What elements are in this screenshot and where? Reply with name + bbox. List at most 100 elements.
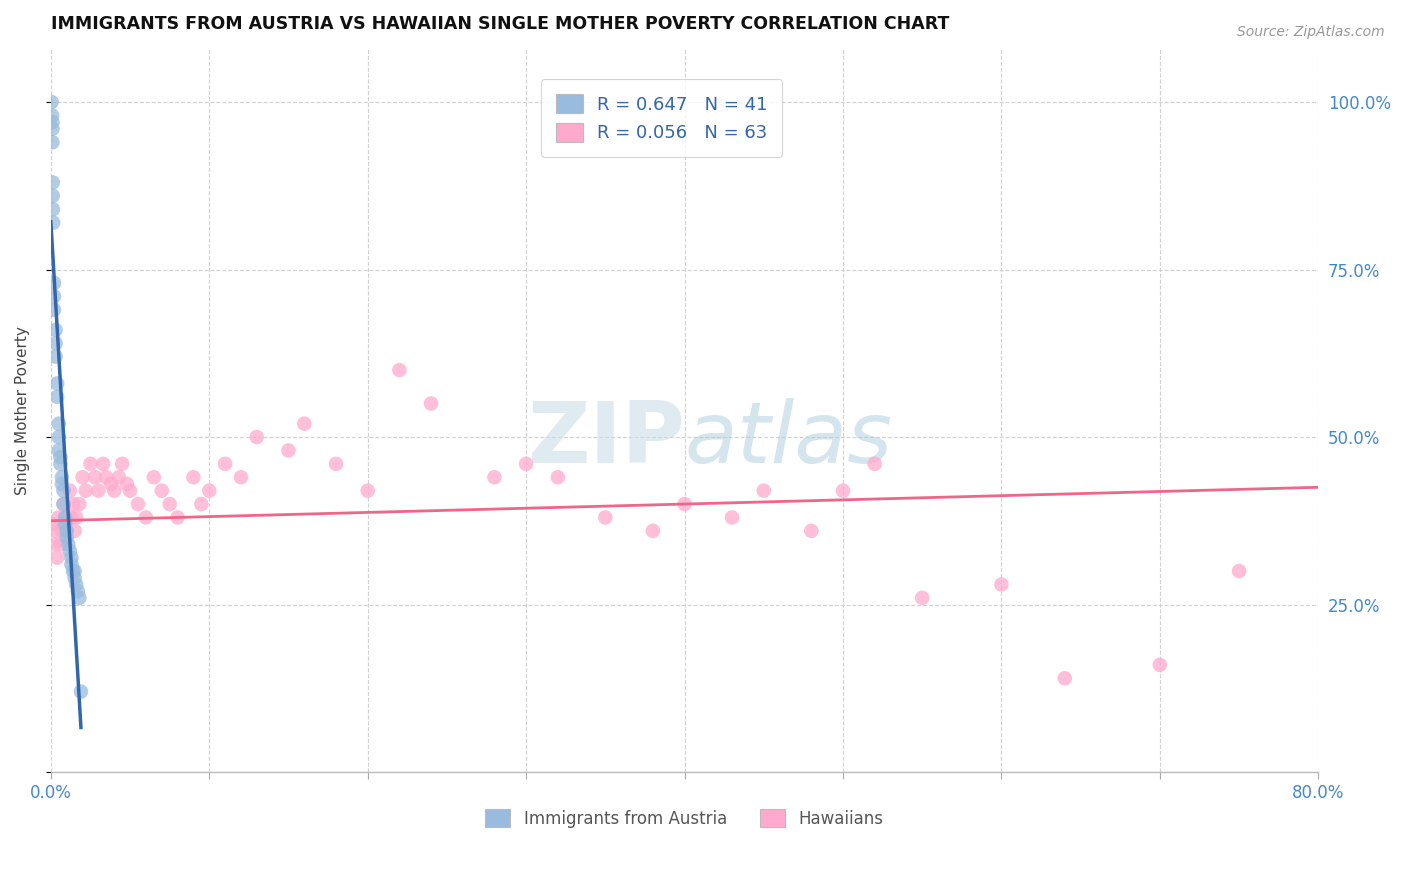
- Point: [51, 477, 73, 491]
- Point: [595, 510, 617, 524]
- Point: [118, 483, 141, 498]
- Point: [55, 524, 77, 538]
- Point: [87, 483, 110, 498]
- Point: [1053, 671, 1076, 685]
- Point: [246, 430, 269, 444]
- Point: [48, 430, 70, 444]
- Point: [48, 510, 70, 524]
- Point: [41, 135, 63, 149]
- Point: [49, 537, 72, 551]
- Point: [46, 550, 69, 565]
- Point: [65, 577, 87, 591]
- Point: [48, 417, 70, 431]
- Point: [42, 189, 65, 203]
- Point: [67, 497, 90, 511]
- Text: IMMIGRANTS FROM AUSTRIA VS HAWAIIAN SINGLE MOTHER POVERTY CORRELATION CHART: IMMIGRANTS FROM AUSTRIA VS HAWAIIAN SING…: [51, 15, 949, 33]
- Point: [103, 483, 125, 498]
- Point: [229, 470, 252, 484]
- Point: [55, 524, 77, 538]
- Point: [41, 115, 63, 129]
- Point: [420, 396, 443, 410]
- Point: [42, 176, 65, 190]
- Point: [58, 537, 80, 551]
- Point: [52, 483, 75, 498]
- Point: [60, 558, 83, 572]
- Point: [62, 497, 84, 511]
- Point: [53, 510, 76, 524]
- Point: [46, 376, 69, 391]
- Point: [111, 457, 134, 471]
- Point: [72, 470, 94, 484]
- Point: [325, 457, 347, 471]
- Point: [357, 483, 380, 498]
- Point: [484, 470, 506, 484]
- Point: [49, 457, 72, 471]
- Point: [52, 497, 75, 511]
- Point: [55, 531, 77, 545]
- Point: [60, 550, 83, 565]
- Point: [277, 443, 299, 458]
- Point: [63, 564, 86, 578]
- Point: [79, 457, 101, 471]
- Point: [721, 510, 744, 524]
- Point: [292, 417, 315, 431]
- Point: [84, 470, 107, 484]
- Point: [67, 591, 90, 605]
- Point: [41, 517, 63, 532]
- Point: [41, 95, 63, 109]
- Point: [51, 524, 73, 538]
- Point: [515, 457, 537, 471]
- Point: [214, 457, 236, 471]
- Point: [63, 524, 86, 538]
- Point: [800, 524, 823, 538]
- Point: [42, 202, 65, 217]
- Point: [42, 276, 65, 290]
- Point: [673, 497, 696, 511]
- Point: [70, 684, 93, 698]
- Point: [53, 517, 76, 532]
- Point: [990, 577, 1012, 591]
- Point: [59, 544, 82, 558]
- Point: [911, 591, 934, 605]
- Point: [42, 302, 65, 317]
- Point: [66, 584, 89, 599]
- Point: [53, 510, 76, 524]
- Legend: Immigrants from Austria, Hawaiians: Immigrants from Austria, Hawaiians: [477, 801, 891, 836]
- Point: [45, 524, 67, 538]
- Point: [159, 497, 181, 511]
- Point: [166, 510, 188, 524]
- Point: [45, 350, 67, 364]
- Point: [42, 537, 65, 551]
- Point: [51, 470, 73, 484]
- Text: ZIP: ZIP: [527, 398, 685, 481]
- Point: [752, 483, 775, 498]
- Point: [142, 470, 165, 484]
- Point: [75, 483, 97, 498]
- Y-axis label: Single Mother Poverty: Single Mother Poverty: [15, 326, 30, 495]
- Point: [1149, 657, 1171, 672]
- Point: [547, 470, 569, 484]
- Point: [45, 336, 67, 351]
- Point: [59, 483, 82, 498]
- Point: [115, 477, 138, 491]
- Point: [91, 457, 114, 471]
- Point: [1227, 564, 1250, 578]
- Point: [108, 470, 131, 484]
- Text: atlas: atlas: [685, 398, 893, 481]
- Point: [183, 470, 205, 484]
- Point: [65, 510, 87, 524]
- Point: [42, 289, 65, 303]
- Point: [49, 450, 72, 464]
- Point: [127, 497, 149, 511]
- Point: [62, 564, 84, 578]
- Point: [63, 571, 86, 585]
- Point: [135, 510, 157, 524]
- Point: [41, 121, 63, 136]
- Point: [52, 497, 75, 511]
- Point: [100, 477, 122, 491]
- Point: [42, 216, 65, 230]
- Point: [60, 510, 83, 524]
- Text: Source: ZipAtlas.com: Source: ZipAtlas.com: [1237, 25, 1385, 39]
- Point: [41, 108, 63, 122]
- Point: [48, 443, 70, 458]
